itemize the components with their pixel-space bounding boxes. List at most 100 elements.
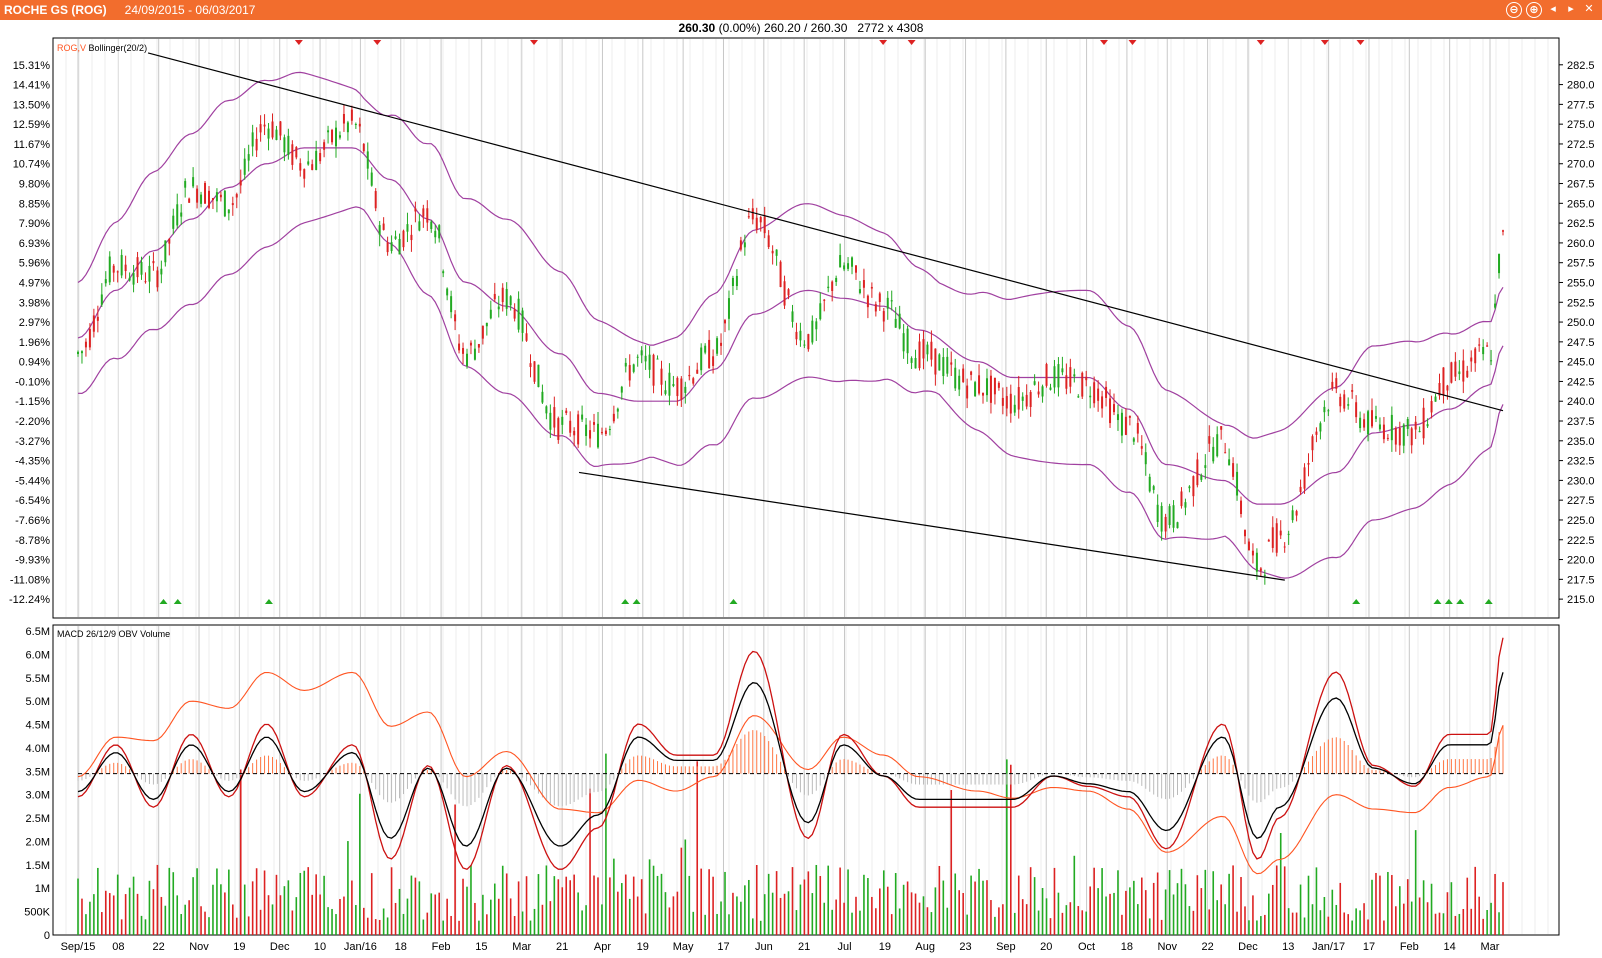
candle-down <box>688 374 691 377</box>
candle-up <box>1323 406 1326 413</box>
candle-down <box>930 341 933 360</box>
x-tick-label: 19 <box>879 941 891 953</box>
candle-up <box>958 375 961 390</box>
candle-up <box>418 221 421 231</box>
price-legend-symbol: ROG,V <box>57 43 86 53</box>
candle-down <box>751 208 754 220</box>
candle-up <box>1212 446 1215 462</box>
sell-signal-icon <box>1100 40 1108 45</box>
candle-up <box>1152 486 1155 490</box>
candle-down <box>1136 423 1139 434</box>
zoom-out-icon[interactable]: ⊖ <box>1506 2 1522 18</box>
candle-down <box>358 123 361 127</box>
candle-up <box>648 354 651 370</box>
volume-bars <box>77 725 1504 935</box>
candle-up <box>1327 410 1330 412</box>
candle-up <box>791 311 794 322</box>
candle-down <box>783 281 786 306</box>
candle-up <box>906 328 909 354</box>
symbol-label: ROCHE GS (ROG) <box>4 3 107 17</box>
candle-up <box>200 194 203 204</box>
price-tick-label: 272.5 <box>1567 139 1595 151</box>
candle-up <box>108 256 111 283</box>
price-legend-indicator: Bollinger(20/2) <box>89 43 148 53</box>
candle-down <box>136 257 139 278</box>
candle-down <box>1037 391 1040 395</box>
candle-up <box>251 132 254 147</box>
x-tick-label: Sep <box>996 941 1016 953</box>
candle-up <box>926 344 929 355</box>
candle-up <box>581 414 584 420</box>
x-tick-label: 20 <box>1040 941 1052 953</box>
candle-up <box>465 353 468 367</box>
x-tick-label: 14 <box>1444 941 1456 953</box>
candle-up <box>1188 486 1191 489</box>
indicator-tick-label: 1.5M <box>26 860 50 872</box>
price-tick-label: 265.0 <box>1567 198 1595 210</box>
candle-down <box>362 144 365 152</box>
candle-up <box>1390 414 1393 441</box>
price-tick-label: 247.5 <box>1567 337 1595 349</box>
price-panel[interactable] <box>52 37 1560 619</box>
candle-up <box>215 192 218 202</box>
candle-up <box>176 204 179 226</box>
candle-down <box>1450 362 1453 383</box>
candle-down <box>795 331 798 340</box>
trendline-support <box>578 471 1285 581</box>
candle-down <box>577 414 580 445</box>
percent-tick-label: 0.94% <box>19 357 50 369</box>
x-tick-label: Mar <box>1481 941 1500 953</box>
candle-down <box>1315 431 1318 435</box>
candle-down <box>1386 437 1389 439</box>
candle-down <box>1466 370 1469 378</box>
candle-up <box>1148 476 1151 492</box>
sell-signal-icon <box>879 40 888 45</box>
percent-tick-label: 2.97% <box>19 317 50 329</box>
candle-up <box>1458 371 1461 375</box>
candle-down <box>350 109 353 121</box>
candle-down <box>1113 404 1116 413</box>
candle-up <box>1490 360 1493 362</box>
price-tick-label: 237.5 <box>1567 416 1595 428</box>
candle-up <box>1013 404 1016 413</box>
indicator-panel[interactable] <box>52 624 1560 936</box>
candle-up <box>727 298 730 319</box>
candle-up <box>716 338 719 354</box>
candle-down <box>1502 230 1504 232</box>
scroll-left-icon[interactable]: ◂ <box>1550 2 1556 15</box>
obv-legend: OBV <box>119 629 138 639</box>
candle-down <box>493 293 496 300</box>
candle-up <box>616 408 619 412</box>
candle-up <box>585 424 588 437</box>
candle-down <box>1446 385 1449 391</box>
close-icon[interactable]: ✕ <box>1584 2 1594 15</box>
candle-down <box>1025 394 1028 407</box>
candle-up <box>811 320 814 343</box>
candle-up <box>843 265 846 270</box>
sell-signal-icon <box>1320 40 1329 45</box>
candle-down <box>739 240 742 250</box>
candle-down <box>771 250 774 254</box>
buy-signal-icon <box>621 599 630 604</box>
percent-tick-label: -0.10% <box>15 376 50 388</box>
candle-down <box>604 430 607 435</box>
percent-tick-label: -4.35% <box>15 456 50 468</box>
candle-down <box>96 316 99 321</box>
candle-down <box>1303 467 1306 489</box>
candle-up <box>267 128 270 139</box>
candle-up <box>656 358 659 360</box>
candle-up <box>561 416 564 425</box>
candle-up <box>1347 404 1350 406</box>
candle-down <box>1069 367 1072 387</box>
zoom-in-icon[interactable]: ⊕ <box>1526 2 1542 18</box>
candle-up <box>1402 424 1405 446</box>
candle-up <box>1378 424 1381 430</box>
candle-down <box>239 180 242 186</box>
candle-down <box>1271 527 1274 548</box>
scroll-right-icon[interactable]: ▸ <box>1568 2 1574 15</box>
candle-up <box>890 300 893 302</box>
candle-down <box>1081 372 1084 397</box>
price-tick-label: 220.0 <box>1567 555 1595 567</box>
price-tick-label: 235.0 <box>1567 436 1595 448</box>
